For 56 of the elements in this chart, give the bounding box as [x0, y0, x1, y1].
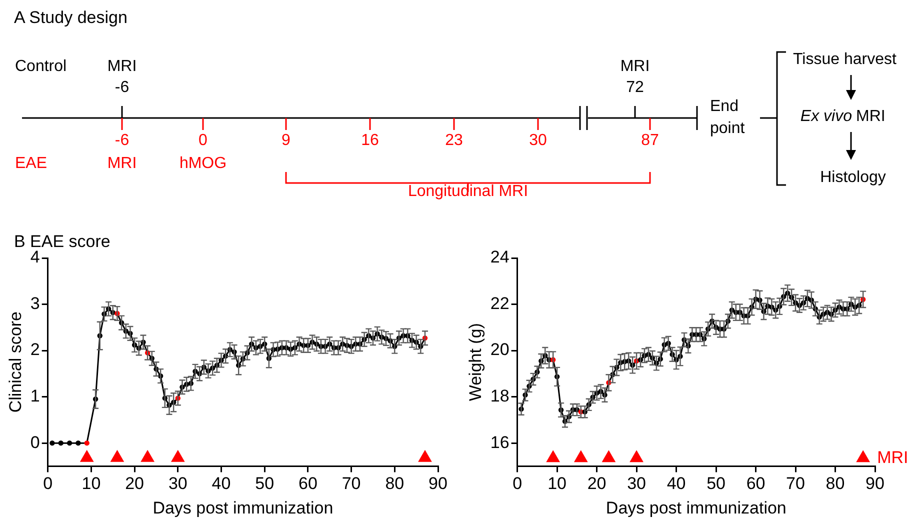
x-tick-label: 90 [428, 474, 448, 494]
x-tick-label: 10 [548, 474, 567, 494]
text: Tissue harvest [793, 50, 896, 69]
x-tick-label: 90 [866, 474, 884, 494]
x-tick-label: 20 [125, 474, 144, 494]
x-tick-label: 50 [255, 474, 274, 494]
x-tick-label: 80 [826, 474, 845, 494]
text: 23 [445, 131, 463, 150]
text: 72 [626, 78, 644, 97]
text: EAE [15, 154, 48, 173]
text: 30 [529, 131, 547, 150]
x-tick-label: 60 [746, 474, 766, 494]
x-axis-title: Days post immunization [606, 498, 786, 518]
x-tick-label: 20 [587, 474, 606, 494]
x-tick-label: 70 [342, 474, 361, 494]
x-tick-label: 0 [43, 474, 53, 494]
x-tick-label: 60 [298, 474, 318, 494]
x-tick-label: 40 [212, 474, 231, 494]
x-tick-label: 70 [786, 474, 805, 494]
text: 87 [641, 131, 659, 150]
y-tick-label: 16 [490, 432, 510, 452]
text: -6 [114, 78, 130, 97]
text: Histology [820, 168, 886, 187]
x-tick-label: 10 [82, 474, 101, 494]
x-tick-label: 50 [706, 474, 726, 494]
text: MRI [856, 107, 886, 126]
text: Control [15, 57, 67, 76]
text: -6 [114, 131, 130, 150]
y-tick-label: 1 [30, 386, 40, 406]
x-tick-label: 0 [512, 474, 522, 494]
y-axis-title: Weight (g) [466, 323, 485, 402]
text: 9 [282, 131, 290, 150]
text: 16 [361, 131, 379, 150]
y-tick-label: 18 [490, 386, 510, 406]
x-tick-label: 80 [385, 474, 404, 494]
text: MRI [620, 57, 650, 76]
text: A Study design [14, 8, 128, 27]
text: hMOG [179, 154, 227, 173]
y-tick-label: 2 [30, 340, 40, 360]
y-tick-label: 20 [490, 340, 510, 360]
x-tick-label: 30 [627, 474, 646, 494]
y-tick-label: 24 [490, 248, 510, 267]
text: Longitudinal MRI [408, 182, 528, 201]
y-tick-label: 3 [30, 294, 40, 313]
series-label: MRI [877, 448, 908, 467]
text: MRI [107, 57, 137, 76]
x-tick-label: 30 [168, 474, 188, 494]
text: 0 [198, 131, 208, 150]
x-axis-title: Days post immunization [152, 498, 334, 518]
text: MRI [107, 154, 137, 173]
y-tick-label: 22 [490, 294, 510, 313]
x-tick-label: 40 [666, 474, 686, 494]
text: Ex vivo [800, 107, 852, 126]
text: End point [710, 97, 746, 139]
y-axis-title: Clinical score [6, 312, 25, 413]
y-tick-label: 0 [30, 432, 40, 452]
